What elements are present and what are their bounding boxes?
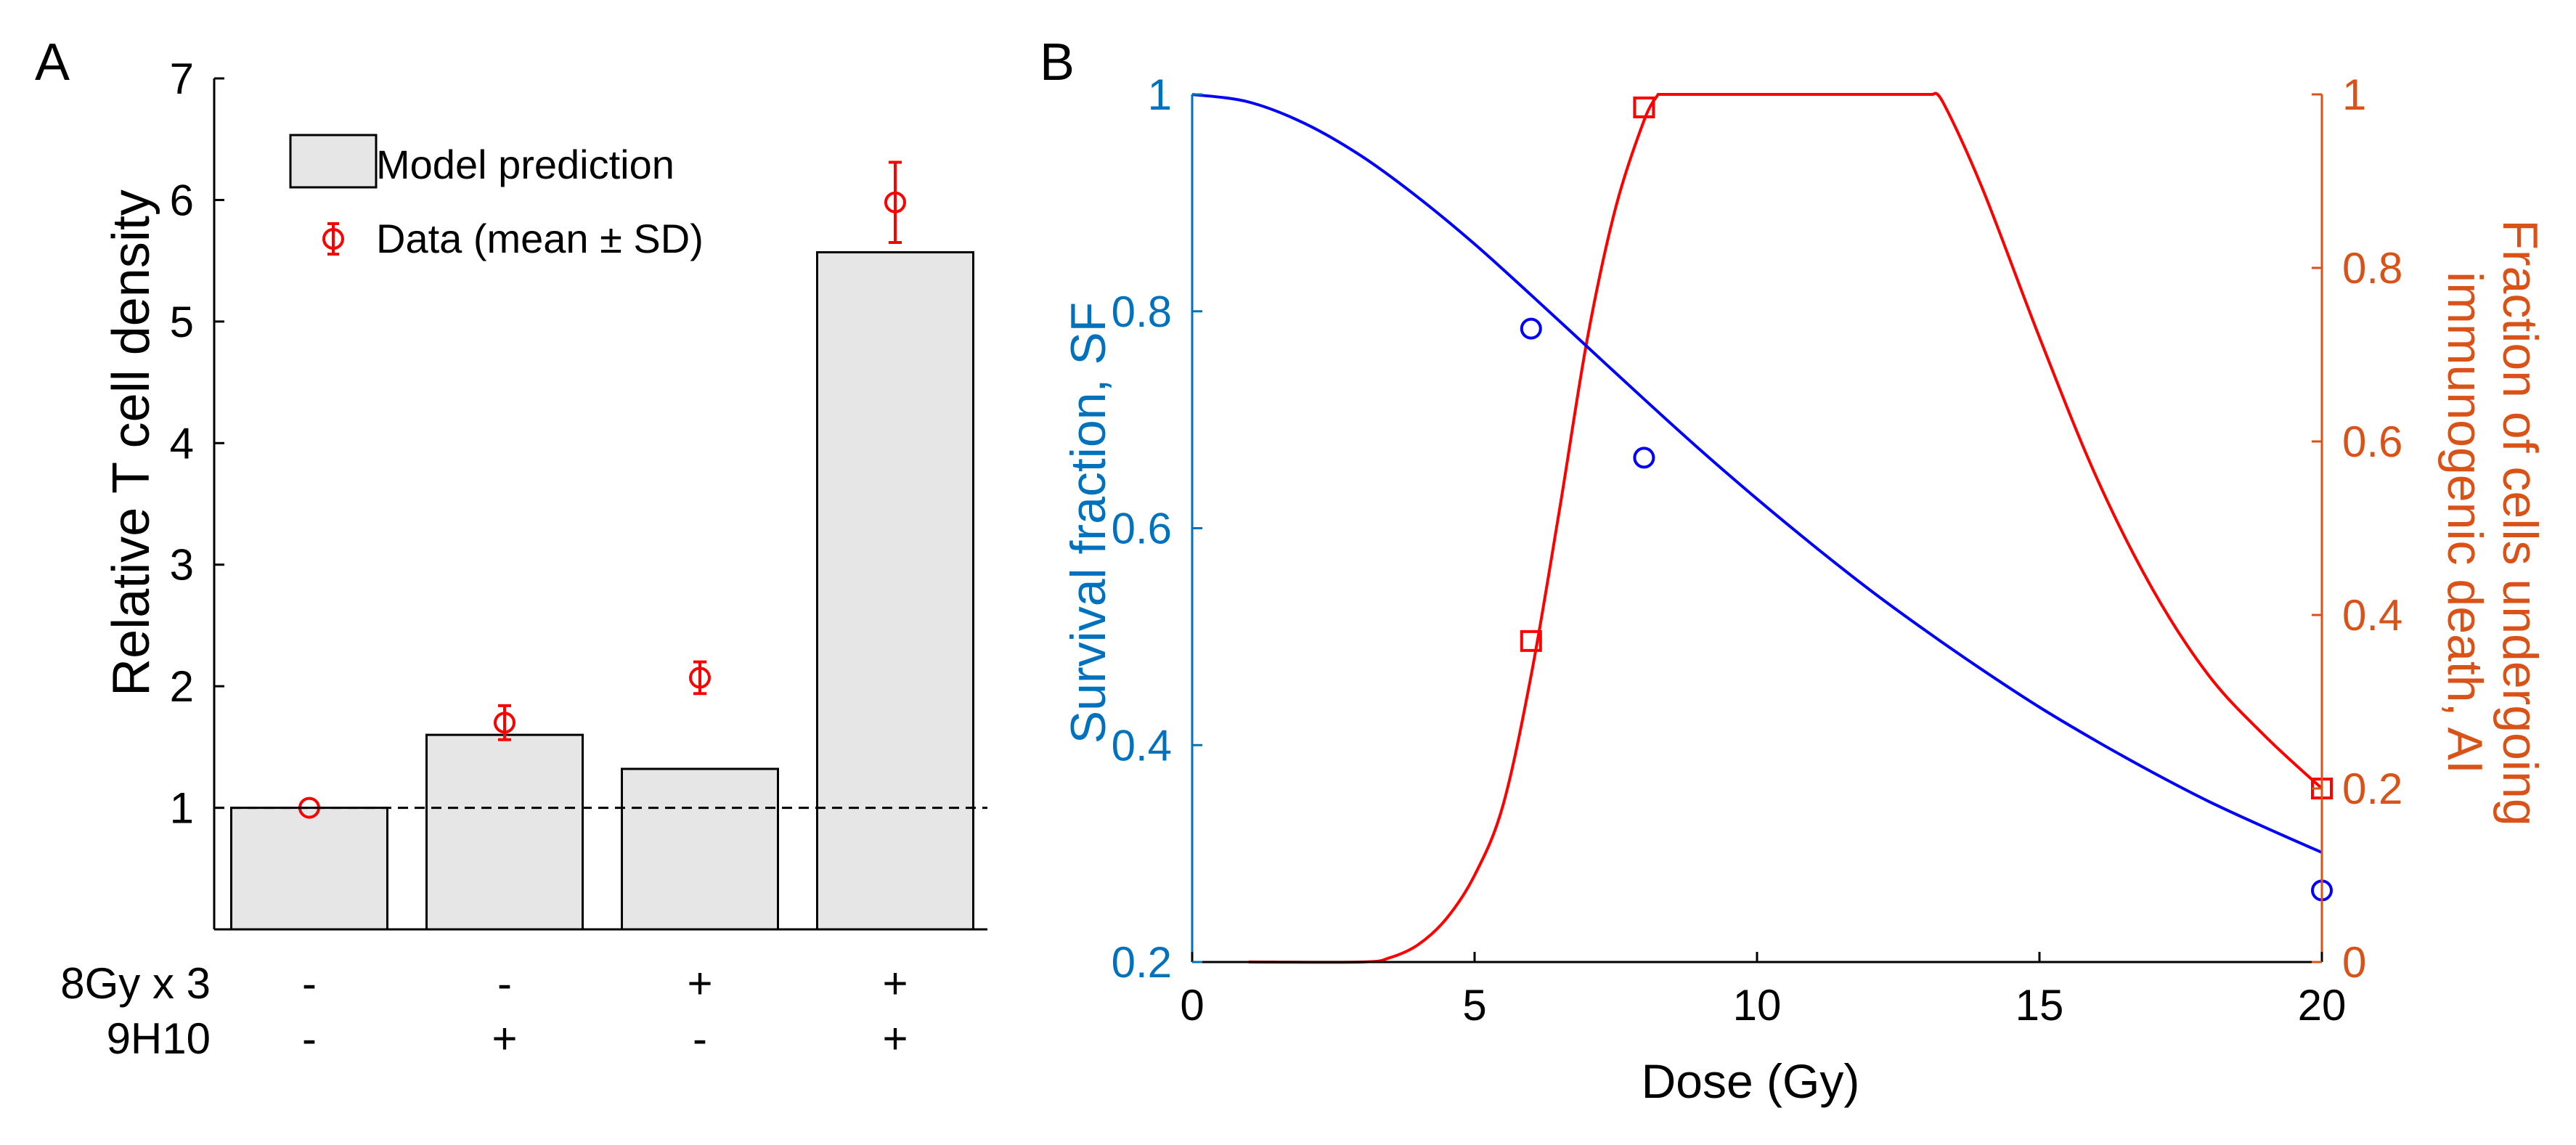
a-bar bbox=[425, 733, 584, 931]
legend-data-label: Data (mean ± SD) bbox=[376, 216, 704, 261]
b-left-tick-label: 0.4 bbox=[1112, 721, 1172, 770]
b-right-tick-label: 0 bbox=[2342, 938, 2366, 987]
legend-bar-label: Model prediction bbox=[376, 142, 674, 187]
a-data-point bbox=[494, 712, 515, 734]
b-left-tick-label: 1 bbox=[1148, 70, 1172, 119]
b-x-tick-label: 20 bbox=[2298, 981, 2347, 1030]
a-data-point bbox=[884, 191, 906, 213]
panel-b-label: B bbox=[1040, 33, 1075, 91]
b-x-tick-label: 15 bbox=[2015, 981, 2064, 1030]
b-right-tick-label: 0.8 bbox=[2342, 244, 2402, 293]
sf-data-point bbox=[1520, 317, 1542, 340]
a-condition-sign: - bbox=[302, 1014, 317, 1063]
b-left-tick-label: 0.2 bbox=[1112, 938, 1172, 987]
a-y-tick-label: 7 bbox=[170, 54, 194, 103]
a-condition-table: 8Gy x 3 - - + +9H10 - + - + bbox=[60, 959, 908, 1063]
b-right-tick-label: 0.6 bbox=[2342, 417, 2402, 466]
a-condition-sign: + bbox=[882, 1014, 908, 1063]
a-data-point bbox=[689, 667, 711, 689]
a-legend: Model prediction Data (mean ± SD) bbox=[289, 134, 704, 261]
b-x-tick-label: 5 bbox=[1462, 981, 1486, 1030]
ai-data-point bbox=[1633, 96, 1655, 118]
b-right-tick-label: 0.2 bbox=[2342, 765, 2402, 813]
a-y-tick-label: 1 bbox=[170, 784, 194, 833]
b-markers bbox=[1520, 96, 2333, 902]
b-left-axis-label: Survival fraction, SF bbox=[1061, 302, 1116, 743]
b-left-tick-label: 0.6 bbox=[1112, 505, 1172, 553]
a-y-axis: 1 2 3 4 5 6 7 bbox=[170, 54, 987, 931]
a-y-tick-label: 4 bbox=[170, 419, 194, 468]
a-condition-sign: + bbox=[687, 959, 712, 1008]
sf-data-point bbox=[1633, 447, 1655, 469]
a-bar bbox=[230, 807, 388, 931]
b-x-tick-label: 10 bbox=[1733, 981, 1782, 1030]
a-condition-sign: - bbox=[497, 959, 512, 1008]
legend-circle-icon bbox=[322, 228, 344, 250]
b-x-tick-label: 0 bbox=[1180, 981, 1204, 1030]
a-y-tick-label: 3 bbox=[170, 541, 194, 590]
a-y-axis-label: Relative T cell density bbox=[102, 190, 160, 696]
a-condition-sign: + bbox=[492, 1014, 517, 1063]
b-right-tick-label: 0.4 bbox=[2342, 591, 2402, 640]
legend-bar-swatch bbox=[289, 134, 378, 189]
a-y-tick-label: 6 bbox=[170, 176, 194, 224]
a-condition-label: 8Gy x 3 bbox=[60, 959, 211, 1008]
a-condition-label: 9H10 bbox=[107, 1014, 211, 1063]
a-condition-sign: + bbox=[882, 959, 908, 1008]
sf-model-line bbox=[1191, 93, 2323, 854]
b-right-axis-label-line2: immunogenic death, AI bbox=[2437, 272, 2493, 774]
a-bar bbox=[621, 767, 779, 931]
b-left-tick-label: 0.8 bbox=[1112, 288, 1172, 336]
panel-a: A 1 2 3 4 5 6 7 Relative T cell density Model … bbox=[35, 33, 987, 1063]
b-right-tick-label: 1 bbox=[2342, 70, 2366, 119]
ai-data-point bbox=[1520, 629, 1542, 652]
a-condition-sign: - bbox=[693, 1014, 707, 1063]
a-errorbars bbox=[298, 160, 906, 819]
b-x-axis-label: Dose (Gy) bbox=[1642, 1054, 1860, 1108]
a-bar bbox=[816, 250, 974, 931]
a-y-tick-label: 5 bbox=[170, 298, 194, 346]
a-condition-sign: - bbox=[302, 959, 317, 1008]
ai-model-line bbox=[1248, 91, 2323, 964]
b-right-axis-label-line1: Fraction of cells undergoing bbox=[2493, 219, 2548, 826]
a-bars bbox=[230, 250, 974, 931]
a-y-tick-label: 2 bbox=[170, 662, 194, 711]
panel-a-label: A bbox=[35, 33, 70, 91]
